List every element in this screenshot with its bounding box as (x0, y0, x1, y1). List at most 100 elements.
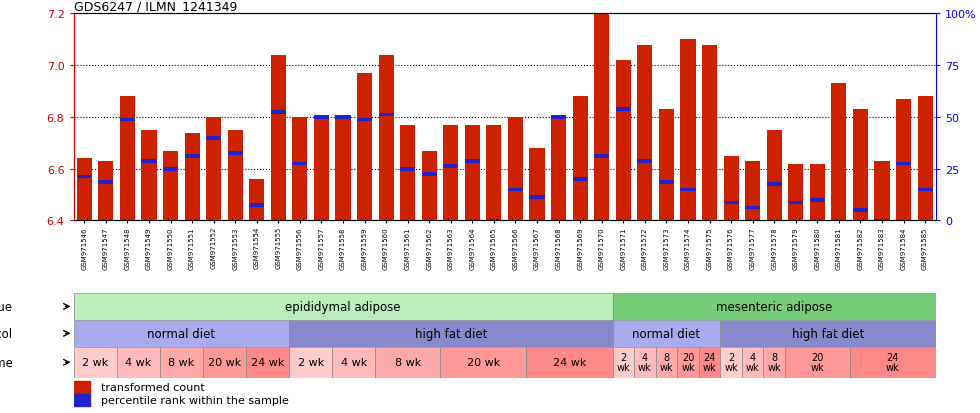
Bar (745, 161, 760, 221)
Bar (788, 164, 804, 221)
Bar (74, 347, 117, 378)
Bar (612, 320, 720, 347)
Bar (594, 14, 610, 221)
Bar (896, 100, 911, 221)
Bar (141, 131, 157, 221)
Text: 24
wk: 24 wk (703, 352, 716, 373)
Bar (76, 159, 92, 221)
Bar (141, 160, 157, 164)
Bar (551, 118, 566, 221)
Bar (400, 168, 416, 171)
Bar (335, 116, 351, 120)
Bar (526, 347, 612, 378)
Bar (486, 219, 502, 223)
Bar (850, 347, 936, 378)
Bar (766, 183, 782, 187)
Bar (680, 188, 696, 192)
Bar (809, 164, 825, 221)
Bar (249, 204, 265, 207)
Bar (594, 154, 610, 158)
Bar (270, 111, 286, 114)
Text: 2 wk: 2 wk (82, 357, 108, 368)
Bar (508, 118, 523, 221)
Bar (572, 97, 588, 221)
Bar (720, 320, 936, 347)
Text: protocol: protocol (0, 327, 13, 340)
Bar (917, 97, 933, 221)
Bar (529, 149, 545, 221)
Bar (98, 161, 114, 221)
Bar (184, 154, 200, 158)
Bar (270, 56, 286, 221)
Bar (831, 84, 847, 221)
Bar (874, 219, 890, 223)
Bar (656, 347, 677, 378)
Bar (465, 160, 480, 164)
Bar (117, 347, 160, 378)
Bar (357, 119, 372, 122)
Bar (896, 162, 911, 166)
Bar (76, 175, 92, 179)
Bar (742, 347, 763, 378)
Bar (74, 320, 289, 347)
Text: 24 wk: 24 wk (553, 357, 586, 368)
Bar (289, 320, 612, 347)
Text: GDS6247 / ILMN_1241349: GDS6247 / ILMN_1241349 (74, 0, 237, 13)
Bar (421, 151, 437, 221)
Bar (206, 137, 221, 140)
Bar (745, 206, 760, 210)
Bar (292, 118, 308, 221)
Text: 20 wk: 20 wk (466, 357, 500, 368)
Bar (184, 133, 200, 221)
Text: normal diet: normal diet (147, 327, 216, 340)
Text: tissue: tissue (0, 300, 13, 313)
Bar (378, 56, 394, 221)
Bar (529, 196, 545, 199)
Bar (160, 347, 203, 378)
Bar (443, 126, 459, 221)
Bar (203, 347, 246, 378)
Bar (120, 119, 135, 122)
Bar (74, 381, 90, 393)
Bar (766, 131, 782, 221)
Bar (853, 110, 868, 221)
Bar (314, 118, 329, 221)
Bar (289, 347, 332, 378)
Text: 20
wk: 20 wk (681, 352, 695, 373)
Bar (163, 168, 178, 171)
Bar (788, 201, 804, 205)
Bar (612, 293, 936, 320)
Bar (723, 201, 739, 205)
Bar (400, 126, 416, 221)
Bar (357, 74, 372, 221)
Bar (874, 161, 890, 221)
Bar (699, 347, 720, 378)
Bar (246, 347, 289, 378)
Bar (659, 180, 674, 184)
Bar (292, 162, 308, 166)
Bar (227, 152, 243, 156)
Bar (443, 165, 459, 169)
Text: mesenteric adipose: mesenteric adipose (716, 300, 832, 313)
Bar (486, 126, 502, 221)
Bar (314, 116, 329, 120)
Bar (74, 293, 612, 320)
Text: 4
wk: 4 wk (638, 352, 652, 373)
Bar (917, 188, 933, 192)
Bar (227, 131, 243, 221)
Text: normal diet: normal diet (632, 327, 701, 340)
Bar (680, 40, 696, 221)
Bar (720, 347, 742, 378)
Bar (249, 180, 265, 221)
Text: 20
wk: 20 wk (810, 352, 824, 373)
Bar (853, 209, 868, 213)
Text: 2
wk: 2 wk (616, 352, 630, 373)
Text: 24
wk: 24 wk (886, 352, 900, 373)
Bar (659, 110, 674, 221)
Text: 8
wk: 8 wk (767, 352, 781, 373)
Bar (206, 118, 221, 221)
Bar (634, 347, 656, 378)
Bar (677, 347, 699, 378)
Bar (831, 224, 847, 228)
Bar (378, 113, 394, 117)
